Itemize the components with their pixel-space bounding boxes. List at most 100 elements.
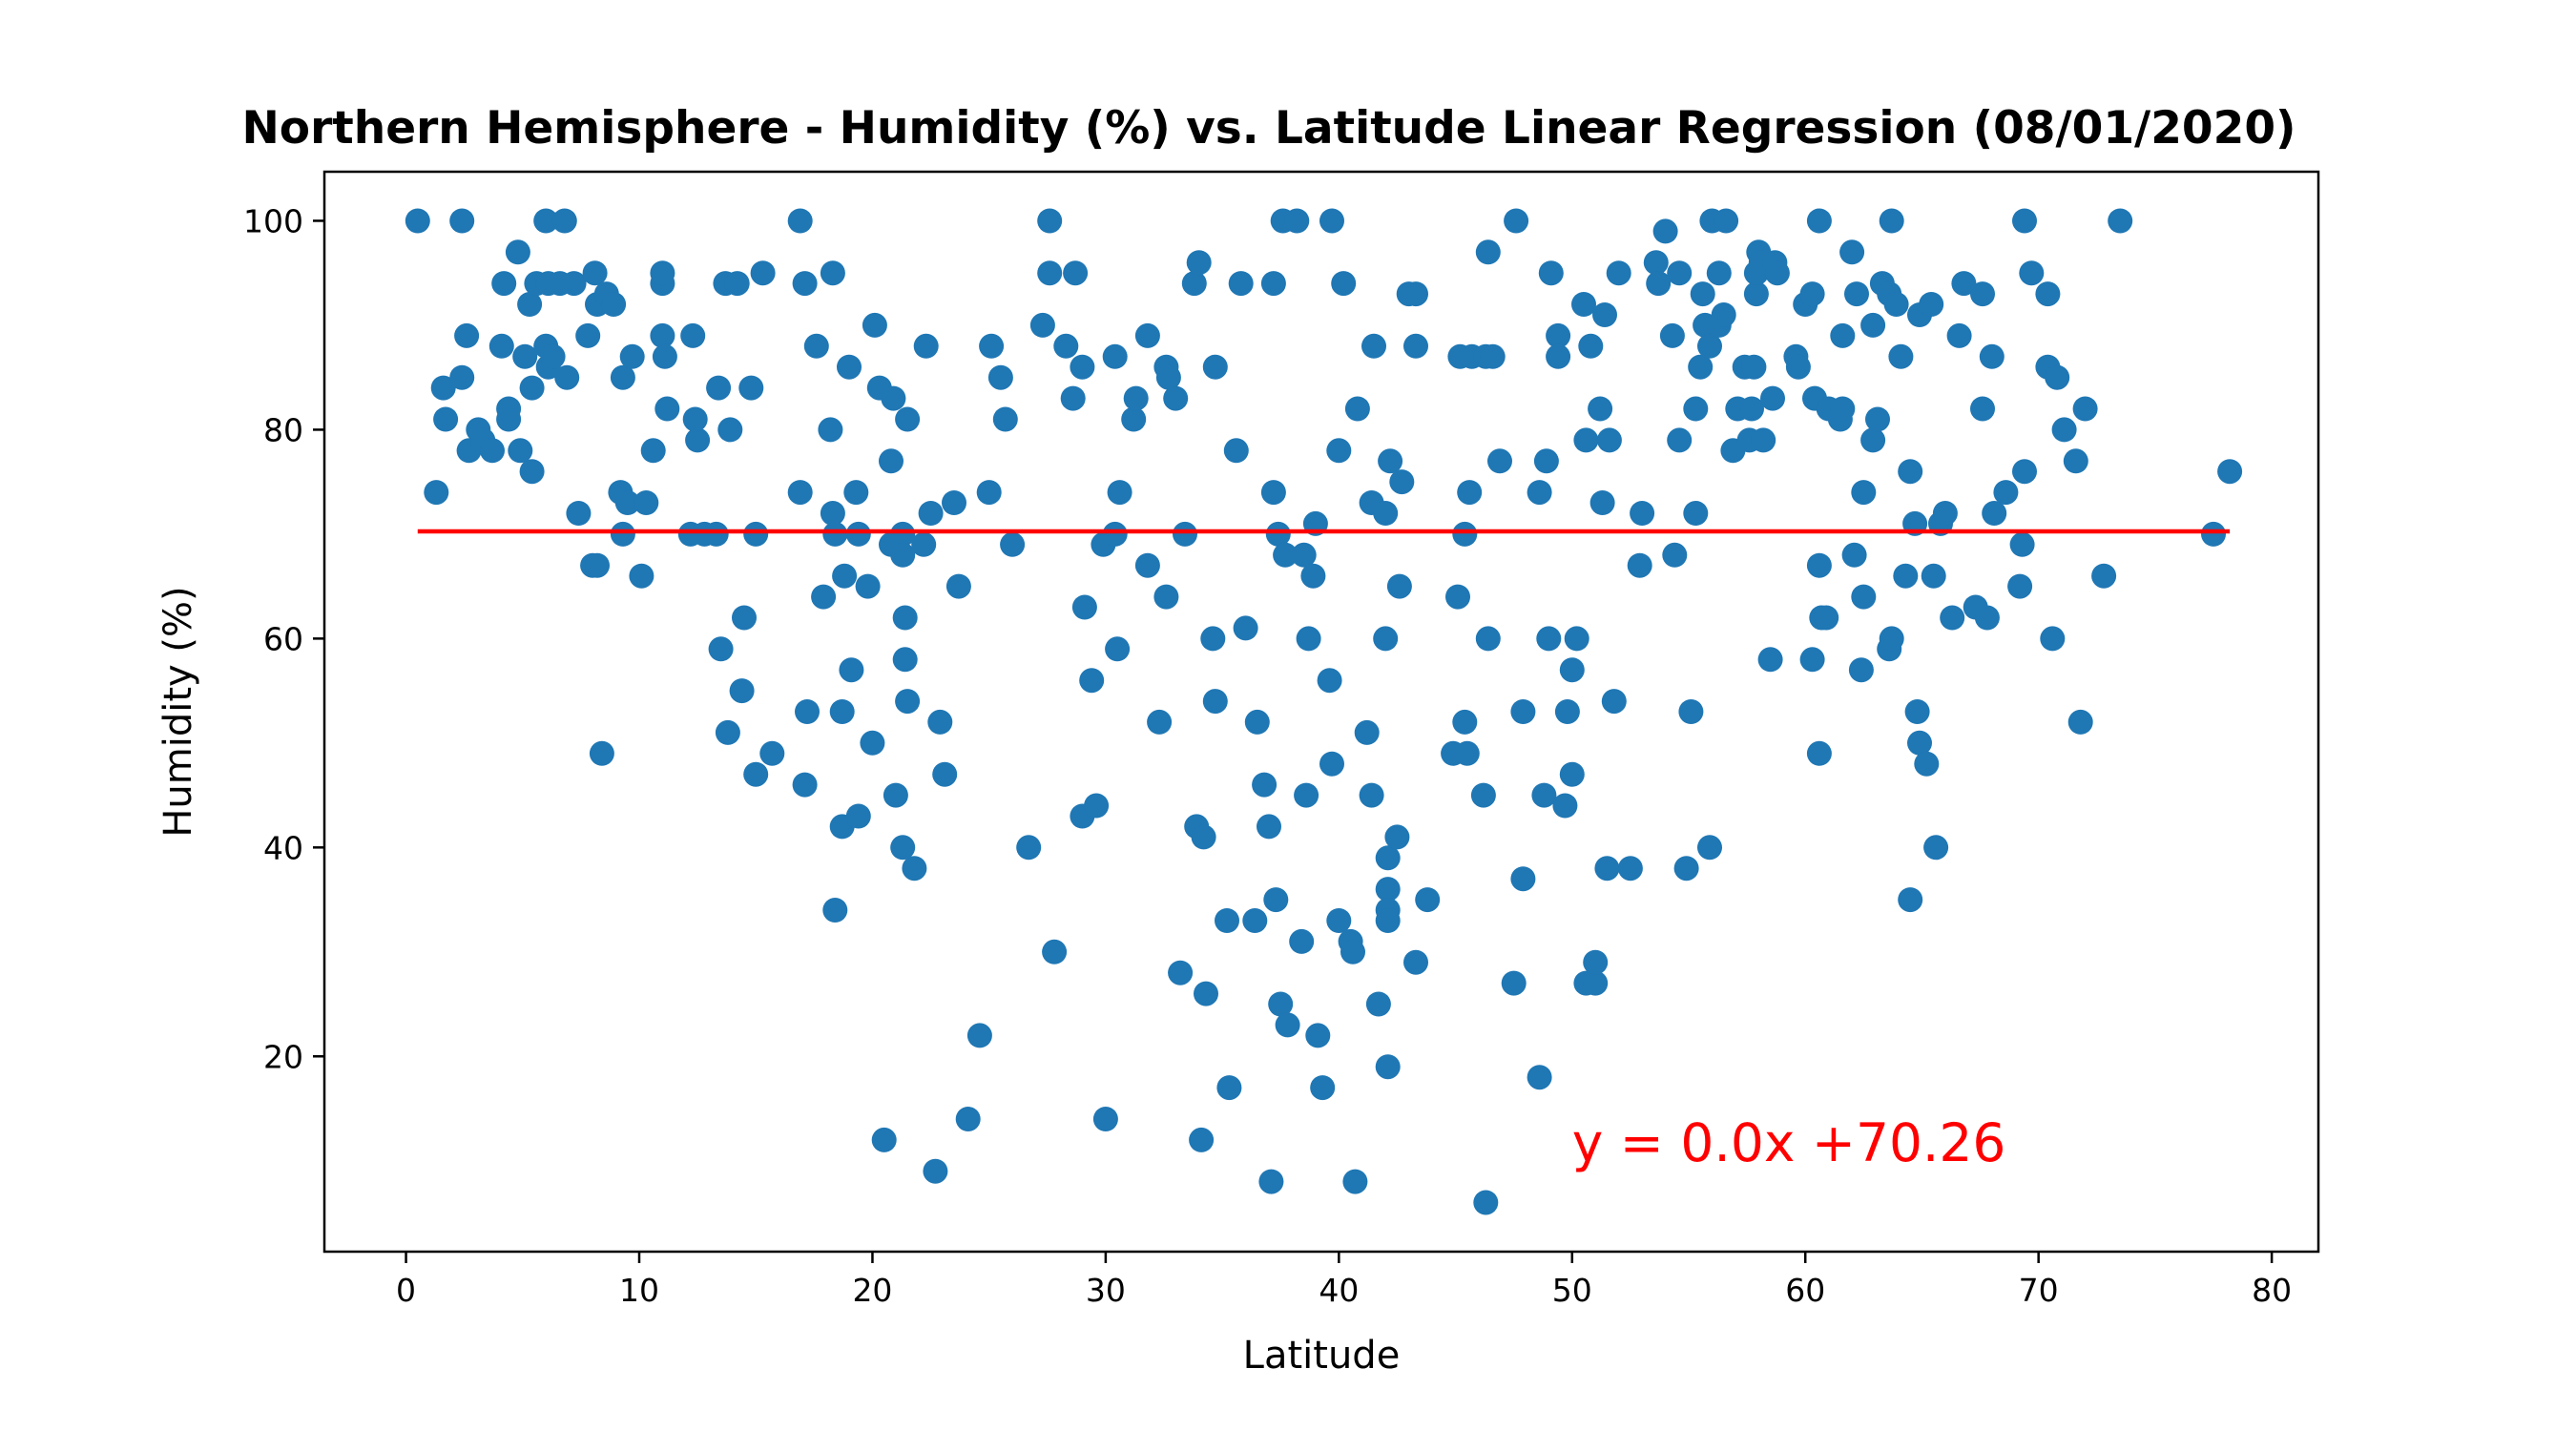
data-point bbox=[1258, 1169, 1284, 1194]
data-point bbox=[405, 208, 430, 234]
data-point bbox=[1373, 501, 1399, 526]
data-point bbox=[1683, 501, 1709, 526]
data-point bbox=[1919, 292, 1944, 317]
data-point bbox=[1228, 271, 1254, 297]
data-point bbox=[634, 490, 659, 515]
data-point bbox=[1970, 396, 1995, 422]
data-point bbox=[582, 260, 608, 286]
data-point bbox=[992, 406, 1018, 432]
data-point bbox=[845, 521, 871, 547]
data-point bbox=[1907, 730, 1932, 756]
data-point bbox=[706, 375, 732, 401]
data-point bbox=[1123, 385, 1149, 411]
data-point bbox=[1785, 354, 1811, 380]
data-point bbox=[1317, 668, 1342, 694]
data-point bbox=[1841, 542, 1867, 568]
data-point bbox=[966, 1023, 992, 1048]
data-point bbox=[1667, 260, 1693, 286]
data-point bbox=[1751, 427, 1776, 453]
data-point bbox=[1147, 709, 1173, 735]
data-point bbox=[491, 271, 517, 297]
data-point bbox=[1452, 709, 1478, 735]
data-point bbox=[918, 501, 944, 526]
data-point bbox=[1711, 302, 1736, 327]
data-point bbox=[955, 1107, 981, 1131]
data-point bbox=[554, 364, 580, 390]
data-point bbox=[1714, 208, 1739, 234]
data-point bbox=[1806, 208, 1832, 234]
data-point bbox=[1260, 480, 1286, 506]
data-point bbox=[1830, 396, 1856, 422]
data-point bbox=[1951, 271, 1977, 297]
data-point bbox=[1071, 594, 1097, 620]
data-point bbox=[1923, 835, 1949, 861]
data-point bbox=[1806, 552, 1832, 578]
data-point bbox=[845, 803, 871, 829]
data-point bbox=[1191, 824, 1216, 850]
data-point bbox=[1904, 699, 1930, 724]
data-point bbox=[650, 260, 675, 286]
data-point bbox=[1646, 271, 1672, 297]
data-point bbox=[1310, 1075, 1336, 1101]
data-point bbox=[1844, 281, 1869, 307]
data-point bbox=[1079, 668, 1105, 694]
data-point bbox=[1673, 856, 1699, 881]
data-point bbox=[508, 438, 533, 464]
data-point bbox=[1092, 1107, 1118, 1131]
data-point bbox=[610, 364, 635, 390]
data-point bbox=[1921, 563, 1946, 589]
data-point bbox=[1389, 469, 1415, 495]
chart-title: Northern Hemisphere - Humidity (%) vs. L… bbox=[241, 102, 2296, 155]
data-point bbox=[1168, 960, 1194, 985]
data-point bbox=[540, 343, 566, 369]
data-point bbox=[1678, 699, 1704, 724]
data-point bbox=[1531, 782, 1557, 808]
data-point bbox=[1946, 322, 1972, 348]
data-point bbox=[837, 354, 862, 380]
data-point bbox=[750, 260, 776, 286]
x-tick-label: 20 bbox=[852, 1272, 892, 1309]
data-point bbox=[822, 898, 848, 923]
data-point bbox=[1202, 354, 1228, 380]
data-point bbox=[1326, 908, 1352, 933]
x-axis: 0 10 20 30 40 50 60 70 80 bbox=[396, 1252, 2292, 1309]
data-point bbox=[1291, 542, 1317, 568]
data-point bbox=[795, 699, 820, 724]
data-point bbox=[1273, 542, 1298, 568]
data-point bbox=[2091, 563, 2117, 589]
data-point bbox=[1583, 949, 1609, 975]
data-point bbox=[1659, 322, 1685, 348]
data-point bbox=[1480, 343, 1506, 369]
data-point bbox=[652, 343, 677, 369]
x-tick-label: 70 bbox=[2019, 1272, 2059, 1309]
data-point bbox=[862, 312, 887, 338]
data-point bbox=[1473, 1190, 1499, 1215]
data-point bbox=[1860, 312, 1886, 338]
data-point bbox=[1155, 364, 1181, 390]
data-point bbox=[1344, 396, 1370, 422]
data-point bbox=[820, 501, 845, 526]
data-point bbox=[1268, 991, 1294, 1017]
data-point bbox=[1799, 647, 1825, 673]
data-point bbox=[895, 689, 921, 715]
data-point bbox=[743, 521, 769, 547]
data-point bbox=[589, 740, 614, 766]
data-point bbox=[843, 480, 869, 506]
data-point bbox=[1470, 782, 1496, 808]
data-point bbox=[1571, 292, 1596, 317]
data-point bbox=[811, 584, 837, 610]
data-point bbox=[1134, 322, 1160, 348]
data-point bbox=[1879, 208, 1904, 234]
data-point bbox=[551, 208, 577, 234]
data-point bbox=[1596, 427, 1622, 453]
data-point bbox=[2067, 709, 2093, 735]
data-point bbox=[1403, 949, 1428, 975]
data-point bbox=[1173, 521, 1197, 547]
data-point bbox=[1940, 605, 1965, 631]
data-point bbox=[979, 333, 1005, 359]
data-point bbox=[1536, 626, 1562, 652]
data-point bbox=[1386, 573, 1412, 599]
data-point bbox=[1102, 343, 1128, 369]
data-point bbox=[1578, 333, 1604, 359]
